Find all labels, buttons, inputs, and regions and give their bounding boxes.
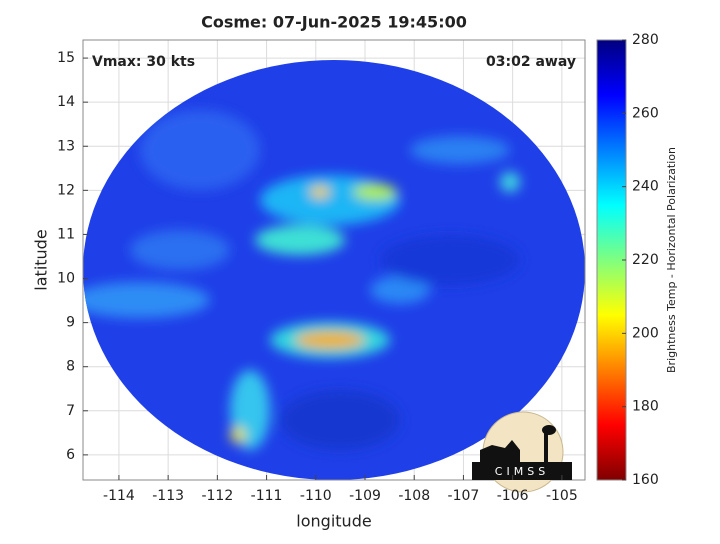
y-tick-label: 11 xyxy=(57,226,75,242)
y-tick-label: 14 xyxy=(57,94,75,110)
x-tick-label: -111 xyxy=(251,488,283,504)
y-axis-label: latitude xyxy=(32,229,51,290)
annotation: Vmax: 30 kts xyxy=(92,54,195,70)
x-tick-label: -107 xyxy=(448,488,480,504)
logo-text: CIMSS xyxy=(495,465,549,478)
x-tick-label: -114 xyxy=(103,488,135,504)
colorbar-tick-label: 280 xyxy=(632,32,659,48)
x-tick-label: -109 xyxy=(349,488,381,504)
chart-title: Cosme: 07-Jun-2025 19:45:00 xyxy=(201,13,467,32)
plot-frame xyxy=(82,39,586,481)
colorbar-tick-label: 200 xyxy=(632,325,659,341)
x-tick-label: -108 xyxy=(398,488,430,504)
annotation: 03:02 away xyxy=(486,54,576,70)
x-tick-label: -112 xyxy=(201,488,233,504)
colorbar-tick-label: 160 xyxy=(632,472,659,488)
colorbar-label: Brightness Temp - Horizontal Polarizatio… xyxy=(665,147,678,373)
colorbar-tick-label: 260 xyxy=(632,105,659,121)
colorbar xyxy=(596,39,627,481)
x-tick-label: -113 xyxy=(152,488,184,504)
y-tick-label: 15 xyxy=(57,50,75,66)
y-tick-label: 12 xyxy=(57,182,75,198)
y-tick-label: 10 xyxy=(57,271,75,287)
x-axis-label: longitude xyxy=(296,512,371,531)
colorbar-tick-label: 220 xyxy=(632,252,659,268)
y-tick-label: 8 xyxy=(66,359,75,375)
y-tick-label: 13 xyxy=(57,138,75,154)
y-tick-label: 7 xyxy=(66,403,75,419)
brightness-field xyxy=(83,60,585,480)
x-tick-label: -106 xyxy=(497,488,529,504)
y-tick-label: 9 xyxy=(66,315,75,331)
y-tick-label: 6 xyxy=(66,447,75,463)
x-tick-label: -110 xyxy=(300,488,332,504)
colorbar-tick-label: 180 xyxy=(632,399,659,415)
logo: CIMSS xyxy=(472,411,572,493)
x-tick-label: -105 xyxy=(546,488,578,504)
colorbar-tick-label: 240 xyxy=(632,179,659,195)
